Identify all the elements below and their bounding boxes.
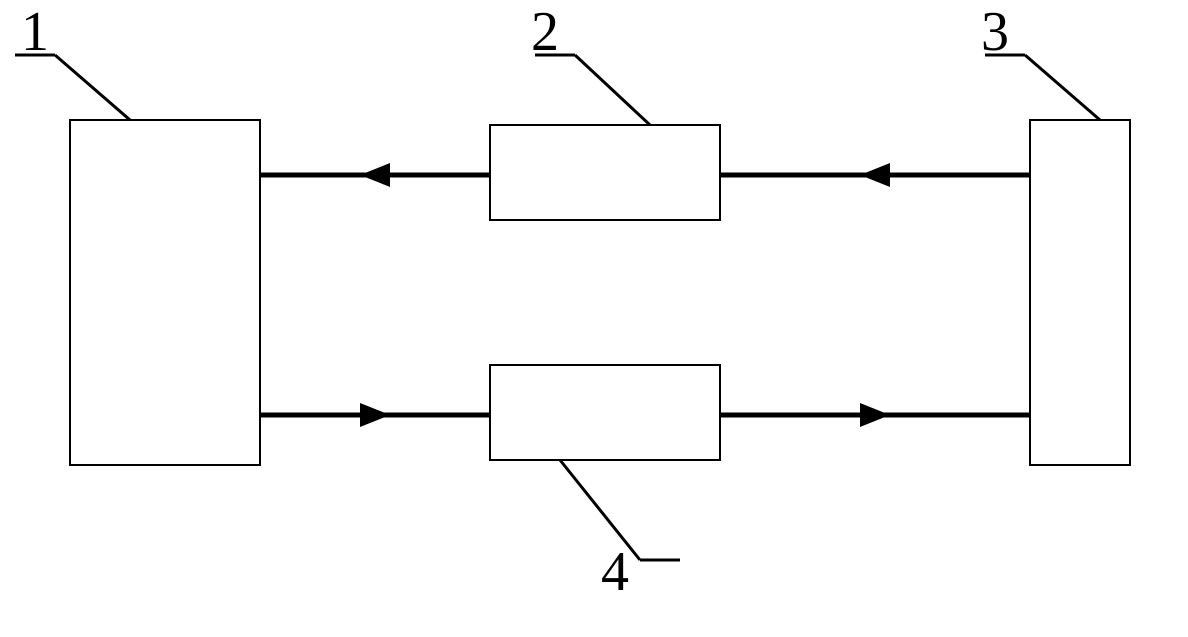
leader-ld2-diagonal xyxy=(575,55,650,125)
label-l2: 2 xyxy=(531,1,559,63)
box-b3 xyxy=(1030,120,1130,465)
arrow-a_2_to_1-head xyxy=(360,163,390,187)
label-l4: 4 xyxy=(601,541,629,603)
box-b1 xyxy=(70,120,260,465)
box-b2 xyxy=(490,125,720,220)
leader-ld3-diagonal xyxy=(1025,55,1100,120)
arrow-a_3_to_2-head xyxy=(860,163,890,187)
arrow-a_4_to_3-head xyxy=(860,403,890,427)
leader-ld1-diagonal xyxy=(55,55,130,120)
arrow-a_1_to_4-head xyxy=(360,403,390,427)
label-l3: 3 xyxy=(981,1,1009,63)
label-l1: 1 xyxy=(21,1,49,63)
box-b4 xyxy=(490,365,720,460)
